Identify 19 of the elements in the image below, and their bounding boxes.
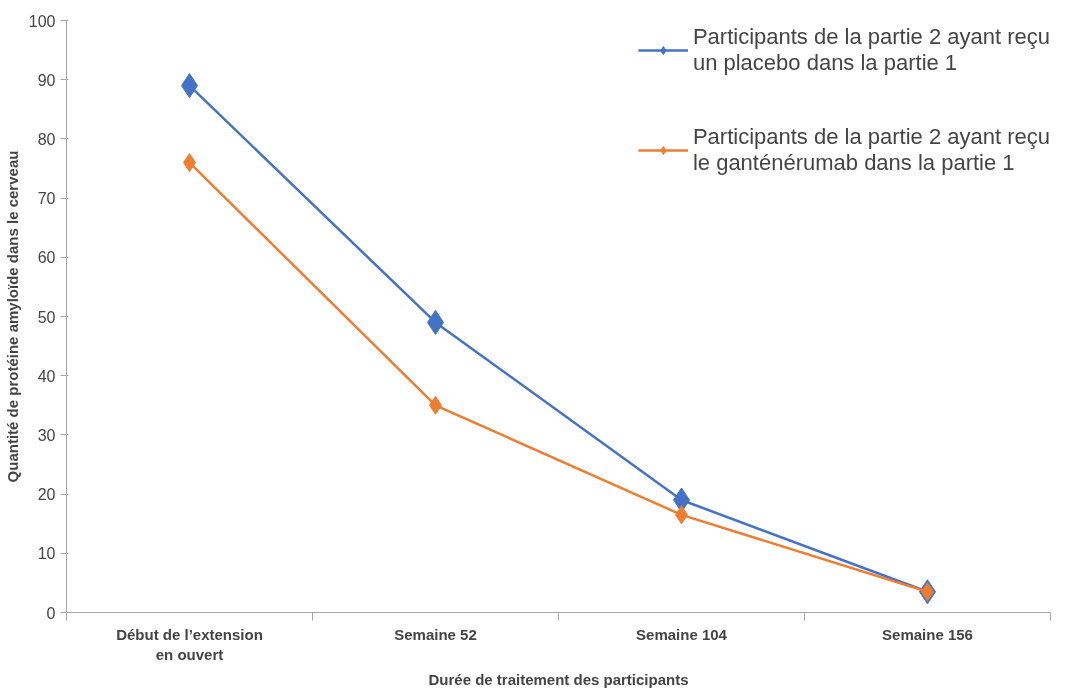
y-tick-label: 70 (37, 190, 56, 208)
x-tick-label: Semaine 156 (882, 625, 973, 643)
y-tick-label: 100 (28, 12, 56, 30)
legend-label: Participants de la partie 2 ayant reçu un placebo dans la partie 1 (692, 23, 1050, 77)
y-tick-label: 80 (37, 130, 56, 148)
y-tick-label: 0 (46, 604, 56, 622)
x-tick-label: Semaine 52 (394, 625, 477, 643)
x-tick-label: Début de l’extension en ouvert (116, 625, 263, 663)
y-axis-title: Quantité de protéine amyloïde dans le cerveau (3, 150, 21, 483)
y-tick-label: 50 (37, 308, 56, 326)
y-tick-label: 20 (37, 486, 56, 504)
y-tick-label: 30 (37, 426, 56, 444)
y-tick-label: 90 (37, 71, 56, 89)
x-tick-label: Semaine 104 (636, 625, 728, 643)
y-tick-label: 10 (37, 545, 56, 563)
y-tick-label: 40 (37, 367, 56, 385)
y-tick-label: 60 (37, 249, 56, 267)
x-axis-title: Durée de traitement des participants (428, 670, 689, 688)
legend-label: Participants de la partie 2 ayant reçu le ganténérumab dans la partie 1 (692, 123, 1050, 177)
